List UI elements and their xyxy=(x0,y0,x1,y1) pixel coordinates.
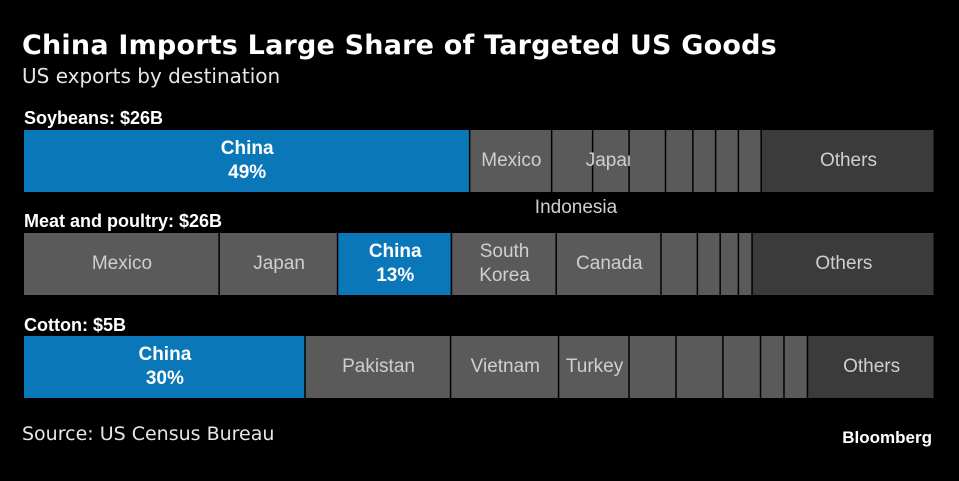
segment-annotation: Indonesia xyxy=(535,197,618,218)
segment-label: Japan xyxy=(253,253,305,274)
bar-segment xyxy=(559,336,629,398)
bar-segment xyxy=(752,233,934,295)
segment-value-label: 30% xyxy=(146,368,184,389)
bar-segment xyxy=(661,233,697,295)
bar-segment xyxy=(556,233,661,295)
bar-segment xyxy=(693,130,715,192)
bar-segment xyxy=(305,336,450,398)
row-label: Soybeans: $26B xyxy=(24,108,163,128)
bar-segment xyxy=(761,336,784,398)
chart-subtitle: US exports by destination xyxy=(22,64,281,88)
bar-segment xyxy=(666,130,693,192)
segment-label: China xyxy=(138,344,191,365)
segment-label: Japan xyxy=(586,150,638,171)
bar-segment xyxy=(720,233,738,295)
bar-segment xyxy=(593,130,629,192)
segment-label: Turkey xyxy=(566,356,624,377)
bar-segment xyxy=(739,233,752,295)
segment-value-label: 49% xyxy=(228,162,266,183)
bar-segment xyxy=(24,130,469,192)
bar-segment xyxy=(452,233,556,295)
chart-title: China Imports Large Share of Targeted US… xyxy=(22,30,777,61)
segment-label: Mexico xyxy=(481,150,541,171)
bar-segment xyxy=(698,233,720,295)
bar-segment xyxy=(808,336,934,398)
row-label: Cotton: $5B xyxy=(24,315,126,335)
bar-segment xyxy=(629,130,665,192)
bar-segment xyxy=(24,233,219,295)
segment-value-label: 13% xyxy=(376,265,414,286)
bar-segment xyxy=(739,130,761,192)
segment-label: Others xyxy=(815,253,872,274)
segment-label: China xyxy=(221,138,274,159)
segment-label: South Korea xyxy=(479,241,530,286)
bar-segment xyxy=(629,336,676,398)
bar-segment xyxy=(552,130,592,192)
segment-label: Pakistan xyxy=(342,356,415,377)
bar-segment xyxy=(451,336,558,398)
segment-label: Canada xyxy=(576,253,643,274)
segment-label: Mexico xyxy=(92,253,152,274)
bar-segment xyxy=(470,130,551,192)
segment-label: China xyxy=(369,241,422,262)
bar-segment xyxy=(723,336,760,398)
bar-segment xyxy=(219,233,337,295)
segment-label: Others xyxy=(820,150,877,171)
bloomberg-logo: Bloomberg xyxy=(842,428,932,447)
bar-segment xyxy=(338,233,451,295)
bar-segment xyxy=(716,130,738,192)
segment-label: Others xyxy=(843,356,900,377)
bar-segment xyxy=(24,336,305,398)
source-note: Source: US Census Bureau xyxy=(22,423,275,445)
bar-segment xyxy=(761,130,934,192)
bar-segment xyxy=(676,336,723,398)
bar-segment xyxy=(784,336,807,398)
row-label: Meat and poultry: $26B xyxy=(24,211,222,231)
segment-label: Vietnam xyxy=(471,356,540,377)
